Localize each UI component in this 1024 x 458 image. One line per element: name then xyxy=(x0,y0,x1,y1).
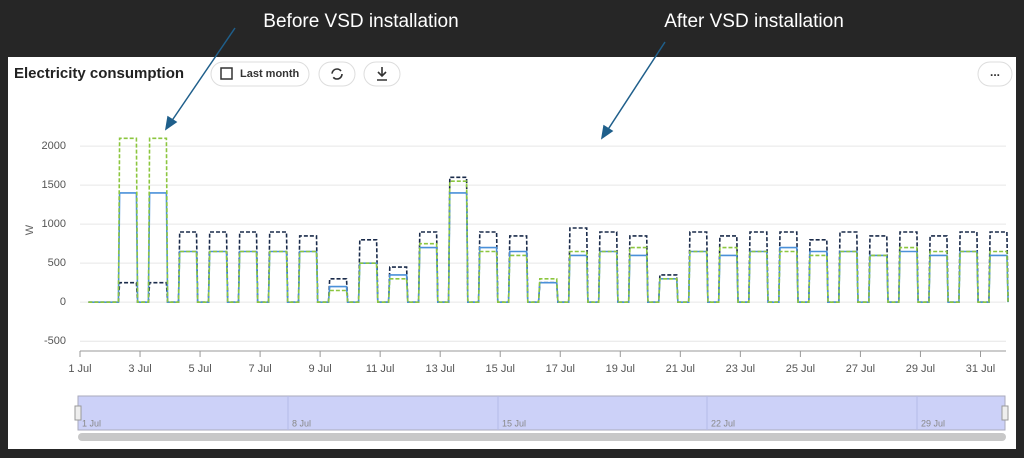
navigator: 1 Jul 8 Jul 15 Jul 22 Jul 29 Jul xyxy=(74,395,1009,441)
y-tick-label: 2000 xyxy=(42,140,66,152)
x-tick-label: 21 Jul xyxy=(666,363,695,375)
x-tick-label: 27 Jul xyxy=(846,363,875,375)
menu-label[interactable]: ... xyxy=(990,65,1000,79)
y-axis-label: W xyxy=(24,224,36,235)
button-label[interactable]: Last month xyxy=(240,68,300,80)
y-tick-label: 0 xyxy=(60,296,66,308)
menu-button[interactable]: ... xyxy=(977,61,1013,87)
navigator-label: 29 Jul xyxy=(921,418,945,428)
x-tick-label: 31 Jul xyxy=(966,363,995,375)
x-tick-label: 1 Jul xyxy=(68,363,91,375)
navigator-label: 8 Jul xyxy=(292,418,311,428)
x-tick-label: 23 Jul xyxy=(726,363,755,375)
x-tick-label: 25 Jul xyxy=(786,363,815,375)
y-tick-label: -500 xyxy=(44,335,66,347)
x-tick-label: 13 Jul xyxy=(426,363,455,375)
x-tick-label: 19 Jul xyxy=(606,363,635,375)
navigator-label: 1 Jul xyxy=(82,418,101,428)
annotation: After VSD installation xyxy=(664,11,844,32)
annotation: Before VSD installation xyxy=(263,11,458,32)
navigator-label: 15 Jul xyxy=(502,418,526,428)
x-tick-label: 17 Jul xyxy=(546,363,575,375)
x-tick-label: 9 Jul xyxy=(309,363,332,375)
arrows xyxy=(164,27,666,140)
x-tick-label: 11 Jul xyxy=(366,363,395,375)
navigator-handle[interactable] xyxy=(1001,405,1009,421)
refresh-button[interactable] xyxy=(318,61,356,87)
navigator-label: 22 Jul xyxy=(711,418,735,428)
navigator-handle[interactable] xyxy=(74,405,82,421)
series-line xyxy=(88,137,1009,303)
panel xyxy=(8,57,1016,449)
x-tick-label: 29 Jul xyxy=(906,363,935,375)
x-tick-label: 3 Jul xyxy=(128,363,151,375)
download-button[interactable] xyxy=(363,61,401,87)
y-tick-label: 1000 xyxy=(42,218,66,230)
x-tick-label: 5 Jul xyxy=(188,363,211,375)
plot: -500 0 500 1000 1500 2000 1 Jul 3 Jul 5 Jul 7 Jul… xyxy=(42,137,1009,375)
y-tick-label: 500 xyxy=(48,257,66,269)
chart-title: Electricity consumption xyxy=(14,65,184,82)
x-tick-label: 7 Jul xyxy=(248,363,271,375)
range-button[interactable]: Last month xyxy=(210,61,310,87)
series-line xyxy=(88,192,1009,303)
scrollbar[interactable] xyxy=(78,433,1006,441)
x-tick-label: 15 Jul xyxy=(486,363,515,375)
y-tick-label: 1500 xyxy=(42,179,66,191)
